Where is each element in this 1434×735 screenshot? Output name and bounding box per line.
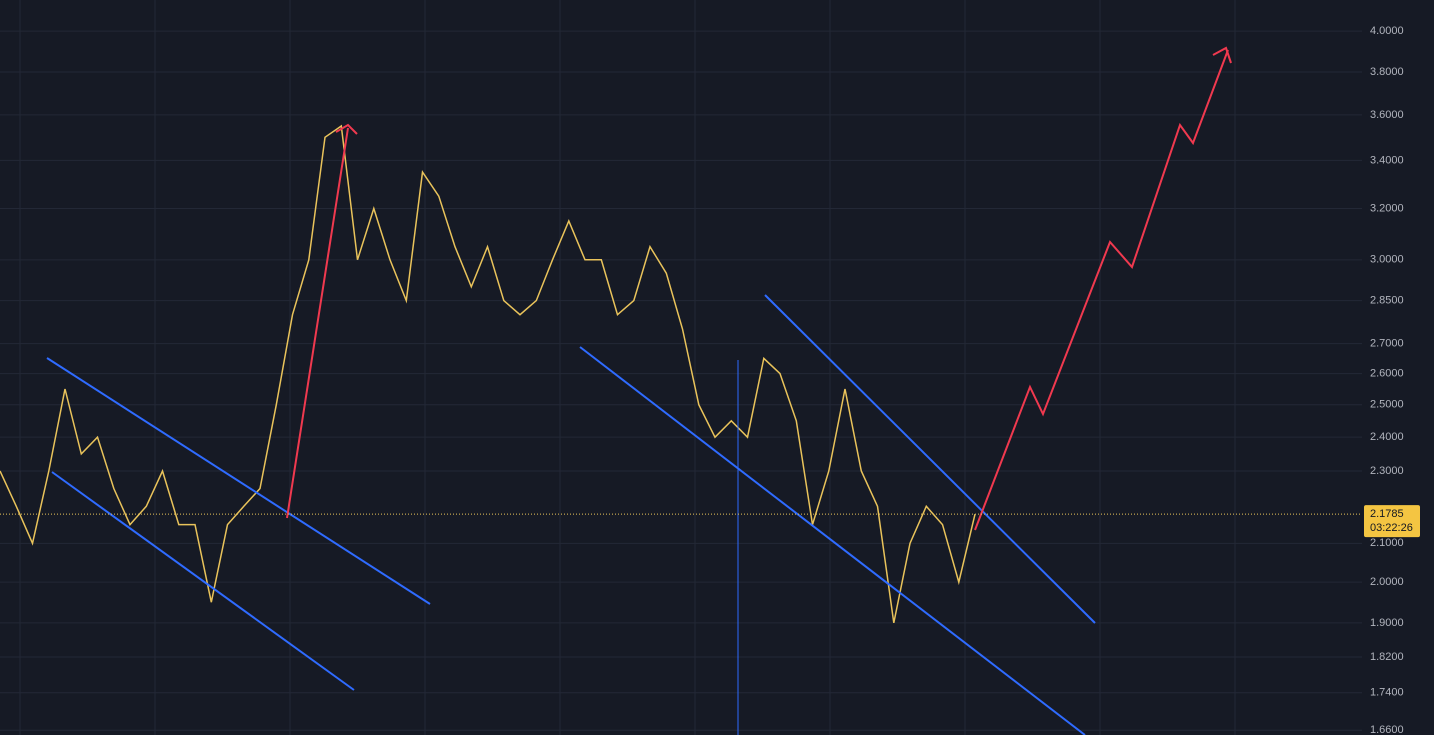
y-tick-label: 3.8000 [1370,66,1404,78]
price-line [0,124,976,624]
y-tick-label: 2.7000 [1370,337,1404,349]
y-tick-label: 3.0000 [1370,254,1404,266]
y-tick-label: 1.7400 [1370,687,1404,699]
channel-line [46,357,431,605]
y-tick-label: 2.1000 [1370,537,1404,549]
price-layer: 2.1785 03:22:26 [0,505,1420,538]
projection-arrow [974,49,1229,531]
y-tick-label: 2.6000 [1370,367,1404,379]
y-tick-label: 4.0000 [1370,25,1404,37]
channel-line [764,294,1096,624]
grid-layer: 4.0000 3.8000 3.6000 3.4000 3.2000 3.0000 2.85… [0,25,1404,735]
y-tick-label: 1.6600 [1370,724,1404,735]
y-tick-label: 2.3000 [1370,465,1404,477]
projection-arrow [286,127,349,519]
channel-line [579,346,1086,735]
price-badge [1364,505,1420,538]
arrowhead [1212,46,1232,64]
y-tick-label: 3.2000 [1370,202,1404,214]
last-price-label: 2.1785 [1370,508,1404,520]
y-tick-label: 2.5000 [1370,399,1404,411]
channel-line [51,471,355,691]
y-tick-label: 2.8500 [1370,295,1404,307]
y-tick-label: 3.6000 [1370,109,1404,121]
vertical-grid [19,0,1236,735]
y-tick-label: 2.0000 [1370,576,1404,588]
countdown: 03:22:26 [1370,522,1413,534]
arrowhead [335,123,358,135]
data-layer [0,124,976,624]
y-tick-label: 1.8200 [1370,651,1404,663]
y-tick-label: 2.4000 [1370,431,1404,443]
y-tick-label: 1.9000 [1370,617,1404,629]
y-tick-label: 3.4000 [1370,154,1404,166]
drawings [46,46,1232,735]
